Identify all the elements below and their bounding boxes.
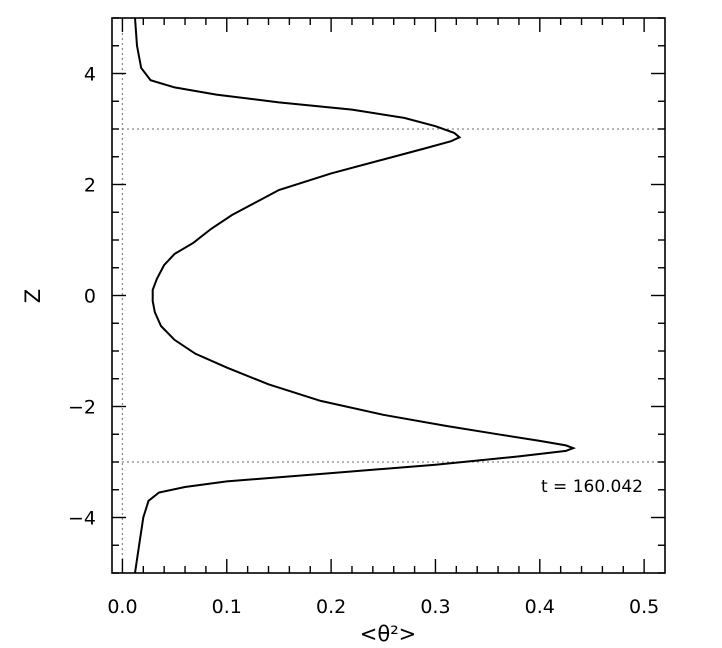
y-tick-label: 0 [84, 286, 96, 308]
y-tick-label: 4 [84, 64, 96, 86]
y-tick-label: 2 [84, 175, 96, 197]
x-tick-label: 0.4 [525, 596, 555, 618]
x-tick-label: 0.3 [420, 596, 450, 618]
x-tick-label: 0.1 [212, 596, 242, 618]
y-tick-label: −2 [68, 397, 96, 419]
data-line [134, 17, 577, 574]
x-tick-label: 0.2 [316, 596, 346, 618]
x-axis-title: <θ²> [360, 622, 416, 646]
x-tick-label: 0.0 [107, 596, 137, 618]
axis-ticks [112, 17, 665, 574]
time-annotation: t = 160.042 [541, 477, 643, 497]
x-tick-label: 0.5 [629, 596, 659, 618]
tick-labels: 0.0 0.1 0.2 0.3 0.4 0.5 −4 −2 0 2 4 [68, 64, 659, 619]
y-tick-label: −4 [68, 508, 96, 530]
y-axis-title: Z [21, 289, 45, 303]
